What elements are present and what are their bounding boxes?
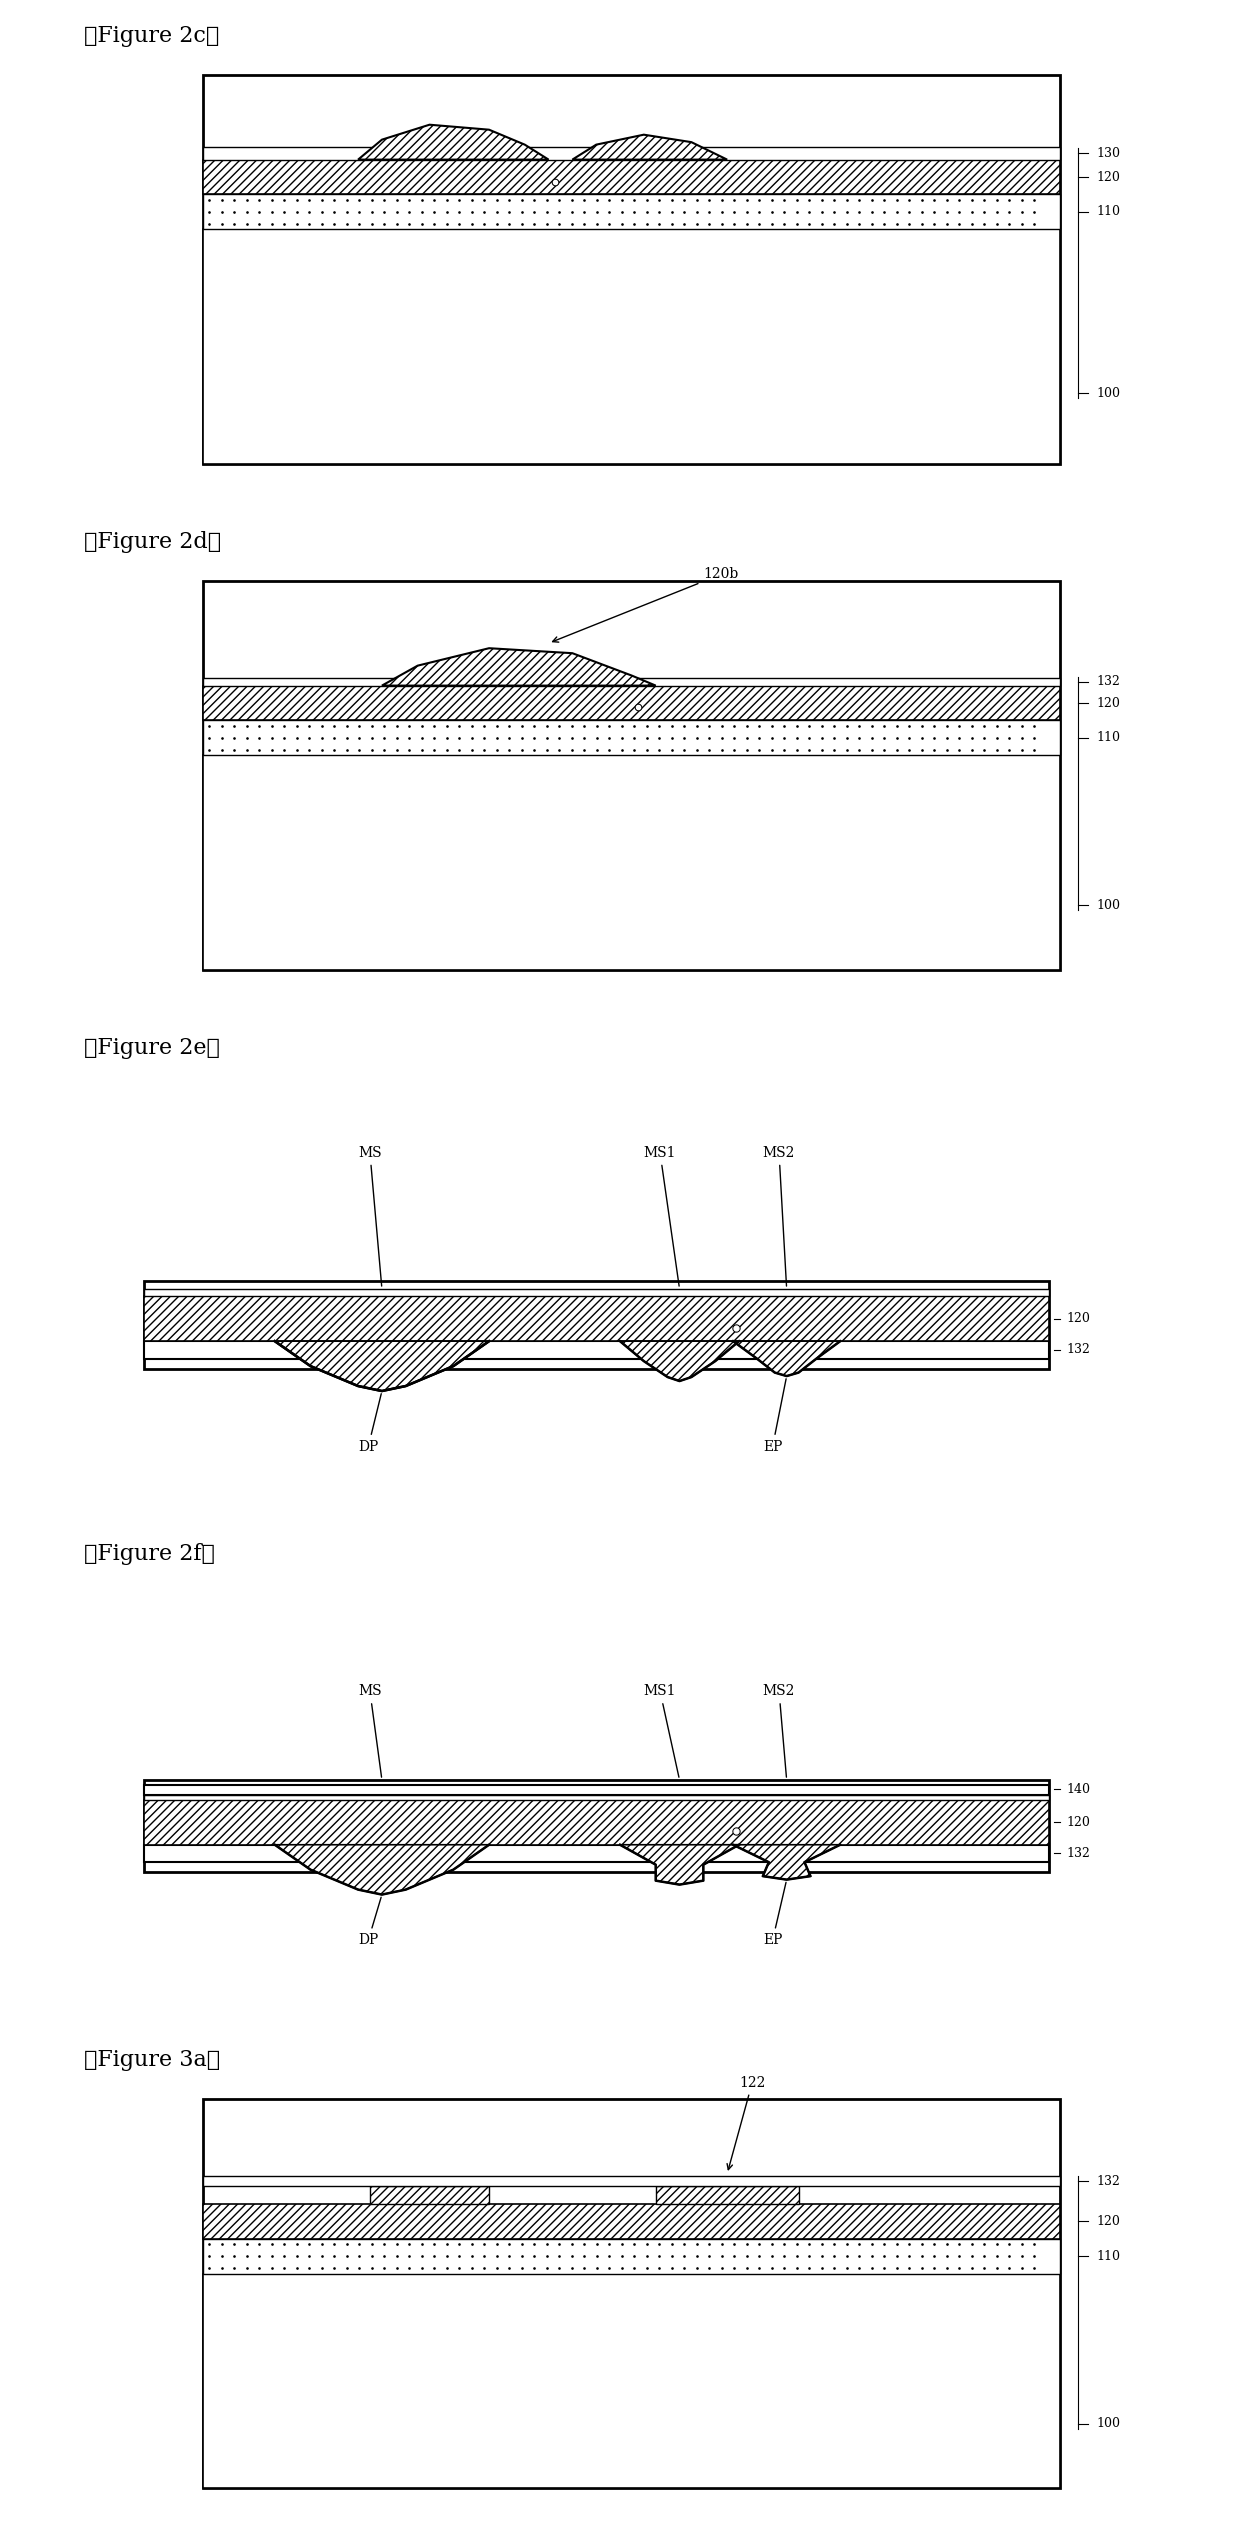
Bar <box>370 2187 489 2205</box>
Polygon shape <box>382 648 656 687</box>
Polygon shape <box>733 1340 841 1376</box>
Bar <box>144 1844 1049 1861</box>
Bar <box>203 2238 1060 2273</box>
Text: 【Figure 2f】: 【Figure 2f】 <box>84 1544 216 1564</box>
Bar <box>144 1289 1049 1297</box>
Bar <box>203 2205 1060 2238</box>
Polygon shape <box>620 1844 739 1884</box>
Bar <box>144 1297 1049 1340</box>
Text: 120: 120 <box>1066 1312 1090 1325</box>
Bar <box>144 1282 1049 1368</box>
Bar <box>144 1795 1049 1800</box>
Text: EP: EP <box>763 1378 786 1455</box>
Polygon shape <box>275 1844 489 1895</box>
Text: 120: 120 <box>1096 697 1120 709</box>
Polygon shape <box>733 1340 841 1376</box>
Text: 132: 132 <box>1066 1343 1090 1355</box>
Text: 120: 120 <box>1066 1816 1090 1828</box>
Text: 120: 120 <box>1096 170 1120 183</box>
Polygon shape <box>733 1844 841 1879</box>
Bar <box>203 2098 1060 2487</box>
Text: 130: 130 <box>1096 147 1120 160</box>
Text: 100: 100 <box>1096 898 1120 913</box>
Text: MS2: MS2 <box>763 1683 795 1778</box>
Bar <box>203 687 1060 720</box>
Polygon shape <box>275 1340 489 1391</box>
Text: 【Figure 2d】: 【Figure 2d】 <box>84 531 222 552</box>
Text: 120: 120 <box>1096 2215 1120 2228</box>
Text: DP: DP <box>358 1897 381 1948</box>
Text: 100: 100 <box>1096 387 1120 399</box>
Polygon shape <box>275 1844 489 1895</box>
Bar <box>203 147 1060 160</box>
Bar <box>656 2187 799 2205</box>
Text: 110: 110 <box>1096 732 1120 745</box>
Polygon shape <box>358 125 548 160</box>
Text: MS1: MS1 <box>644 1683 680 1778</box>
Bar <box>203 679 1060 687</box>
Polygon shape <box>573 135 727 160</box>
Text: 【Figure 3a】: 【Figure 3a】 <box>84 2050 221 2070</box>
Bar <box>203 74 1060 463</box>
Text: 【Figure 2c】: 【Figure 2c】 <box>84 25 219 46</box>
Text: 132: 132 <box>1066 1846 1090 1859</box>
Bar <box>203 755 1060 969</box>
Text: MS1: MS1 <box>644 1147 680 1287</box>
Text: 122: 122 <box>727 2075 765 2169</box>
Bar <box>203 2273 1060 2487</box>
Text: 110: 110 <box>1096 2251 1120 2263</box>
Text: 132: 132 <box>1096 676 1120 689</box>
Text: 120b: 120b <box>553 567 739 643</box>
Bar <box>203 720 1060 755</box>
Polygon shape <box>275 1340 489 1391</box>
Polygon shape <box>620 1340 739 1381</box>
Text: DP: DP <box>358 1394 381 1455</box>
Polygon shape <box>620 1844 739 1884</box>
Text: 110: 110 <box>1096 206 1120 219</box>
Polygon shape <box>733 1844 841 1879</box>
Bar <box>144 1340 1049 1358</box>
Polygon shape <box>620 1340 739 1381</box>
Bar <box>144 1800 1049 1844</box>
Bar <box>203 229 1060 463</box>
Bar <box>144 1785 1049 1795</box>
Text: MS2: MS2 <box>763 1147 795 1287</box>
Bar <box>203 160 1060 193</box>
Text: EP: EP <box>763 1882 786 1948</box>
Text: 140: 140 <box>1066 1783 1090 1795</box>
Text: 【Figure 2e】: 【Figure 2e】 <box>84 1038 221 1058</box>
Text: MS: MS <box>358 1147 382 1287</box>
Bar <box>203 580 1060 969</box>
Text: 132: 132 <box>1096 2174 1120 2187</box>
Text: MS: MS <box>358 1683 382 1778</box>
Bar <box>144 1780 1049 1872</box>
Text: 100: 100 <box>1096 2416 1120 2431</box>
Bar <box>203 193 1060 229</box>
Bar <box>203 2177 1060 2187</box>
